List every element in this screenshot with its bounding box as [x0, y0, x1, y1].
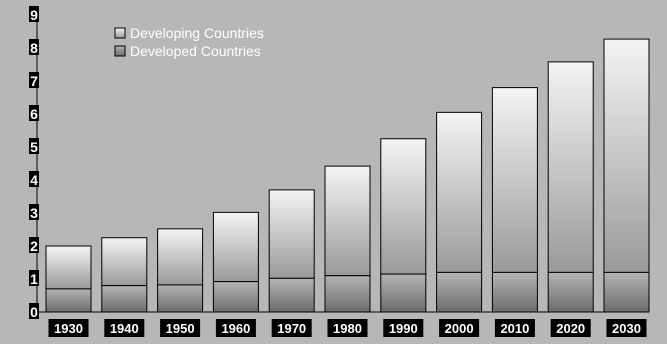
bar-developed-1980	[324, 275, 371, 313]
y-tick-label-bg	[29, 171, 39, 187]
y-tick-label-bg	[29, 303, 39, 319]
x-tick-label: 2000	[445, 321, 474, 336]
y-tick-label: 9	[30, 7, 38, 23]
bar-developing-1950	[157, 228, 204, 286]
x-tick-label: 2010	[500, 321, 529, 336]
bar-developed-2010	[491, 271, 538, 313]
bar-developed-2030	[603, 271, 650, 313]
x-tick-label-bg	[550, 319, 591, 337]
y-tick-label: 1	[30, 271, 38, 287]
y-tick-label: 2	[30, 238, 38, 254]
bar-developing-2030	[603, 38, 650, 273]
bar-developing-1940	[101, 237, 148, 287]
bar-developed-1930	[45, 288, 92, 313]
y-tick-label: 5	[30, 139, 38, 155]
x-axis: 1930 1940 1950 1960 1970 1980 1990 2000 2010 2020…	[37, 311, 647, 337]
bar-developed-1950	[157, 284, 204, 313]
x-tick-label: 1940	[110, 321, 139, 336]
y-tick-label-bg	[29, 72, 39, 88]
x-tick-label-bg	[494, 319, 535, 337]
bar-developing-2020	[547, 61, 594, 273]
x-tick-label-bg	[215, 319, 256, 337]
x-tick-label: 1990	[389, 321, 418, 336]
y-tick-label-bg	[29, 138, 39, 154]
x-tick-label-bg	[439, 319, 480, 337]
x-tick-label: 2020	[556, 321, 585, 336]
y-axis: 0 1 2 3 4 5 6 7 8 9	[29, 6, 39, 320]
bar-developing-1930	[45, 245, 92, 290]
y-tick-label: 7	[30, 73, 38, 89]
x-tick-label: 1930	[54, 321, 83, 336]
x-tick-label-bg	[383, 319, 424, 337]
bar-developed-2020	[547, 271, 594, 313]
bar-developed-1990	[380, 273, 427, 313]
bar-developing-1970	[268, 189, 315, 279]
legend-swatch-developed	[114, 45, 126, 57]
y-tick-label: 6	[30, 106, 38, 122]
legend: Developing Countries Developed Countries	[114, 25, 264, 59]
bar-developed-2000	[436, 271, 483, 313]
y-tick-label: 3	[30, 205, 38, 221]
bar-developed-1960	[212, 281, 259, 313]
y-tick-label-bg	[29, 6, 39, 22]
bar-developing-1990	[380, 138, 427, 275]
y-tick-label: 0	[30, 304, 38, 320]
bar-developing-2000	[436, 111, 483, 273]
bar-developing-2010	[491, 87, 538, 273]
legend-label-developed: Developed Countries	[130, 43, 261, 59]
bar-developing-1980	[324, 165, 371, 277]
x-tick-label-bg	[48, 319, 89, 337]
y-tick-label-bg	[29, 105, 39, 121]
y-tick-label: 8	[30, 40, 38, 56]
x-tick-label-bg	[160, 319, 201, 337]
x-tick-label-bg	[606, 319, 647, 337]
bars	[45, 38, 650, 313]
y-tick-label-bg	[29, 204, 39, 220]
y-tick-label-bg	[29, 237, 39, 253]
x-tick-label-bg	[327, 319, 368, 337]
legend-swatch-developing	[114, 27, 126, 39]
x-tick-label: 1980	[333, 321, 362, 336]
y-tick-label-bg	[29, 270, 39, 286]
bar-developing-1960	[212, 211, 259, 283]
x-tick-label-bg	[271, 319, 312, 337]
x-tick-label: 2030	[612, 321, 641, 336]
legend-label-developing: Developing Countries	[130, 25, 264, 41]
x-tick-label: 1950	[166, 321, 195, 336]
y-tick-label: 4	[30, 172, 38, 188]
x-tick-label: 1970	[277, 321, 306, 336]
y-tick-label-bg	[29, 39, 39, 55]
bar-developed-1970	[268, 277, 315, 313]
x-tick-label: 1960	[221, 321, 250, 336]
bar-developed-1940	[101, 285, 148, 313]
x-tick-label-bg	[104, 319, 145, 337]
